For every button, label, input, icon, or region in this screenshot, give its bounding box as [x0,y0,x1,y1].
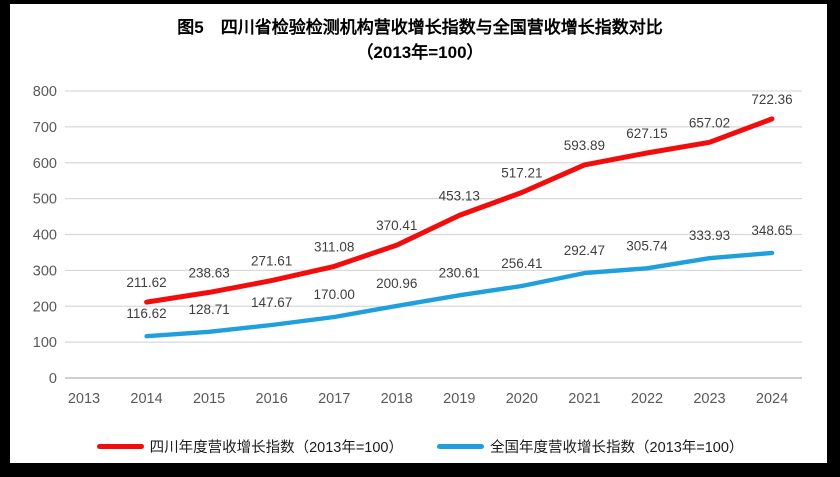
legend-line-swatch [96,444,144,449]
legend-label: 四川年度营收增长指数（2013年=100） [149,440,403,456]
y-tick-label: 700 [33,120,57,136]
x-tick-label: 2022 [631,391,663,407]
legend-line-swatch [437,444,484,449]
x-tick-label: 2016 [256,391,288,407]
data-label: 230.61 [439,265,480,280]
y-tick-label: 100 [33,335,57,351]
data-label: 333.93 [689,228,730,243]
legend-item-national: 全国年度营收增长指数（2013年=100） [437,436,743,457]
data-label: 116.62 [126,306,166,321]
x-tick-label: 2024 [756,391,788,407]
data-label: 722.36 [751,92,792,107]
legend-item-sichuan: 四川年度营收增长指数（2013年=100） [96,436,403,457]
x-tick-label: 2013 [68,391,100,407]
data-label: 593.89 [564,138,605,153]
chart-legend: 四川年度营收增长指数（2013年=100） 全国年度营收增长指数（2013年=10… [0,436,840,457]
chart-title-block: 图5 四川省检验检测机构营收增长指数与全国营收增长指数对比 （2013年=100… [0,15,840,65]
x-tick-label: 2014 [130,391,162,407]
x-tick-label: 2019 [443,391,475,407]
data-label: 517.21 [501,165,542,180]
x-tick-label: 2020 [506,391,538,407]
data-label: 238.63 [188,265,229,280]
y-tick-label: 600 [33,156,57,172]
data-label: 657.02 [689,115,730,130]
data-label: 627.15 [626,126,667,141]
y-tick-label: 0 [49,371,57,387]
data-label: 305.74 [626,238,668,253]
data-label: 200.96 [376,276,417,291]
data-label: 370.41 [376,218,417,233]
series-line-sichuan [144,116,775,305]
data-label: 348.65 [751,223,792,238]
data-label: 256.41 [501,256,542,271]
series-line-national [144,250,775,339]
y-tick-label: 400 [33,228,57,244]
x-tick-label: 2015 [193,391,225,407]
x-tick-label: 2018 [381,391,413,407]
y-tick-label: 200 [33,299,57,315]
data-label: 128.71 [188,302,229,317]
data-label: 453.13 [439,188,480,203]
y-tick-label: 300 [33,263,57,279]
data-label: 170.00 [314,287,355,302]
data-label: 211.62 [126,275,166,290]
data-label: 311.08 [314,239,354,254]
chart-title: 图5 四川省检验检测机构营收增长指数与全国营收增长指数对比 [177,18,663,37]
y-tick-label: 500 [33,192,57,208]
chart-subtitle: （2013年=100） [356,43,484,62]
data-label: 271.61 [251,254,292,269]
x-tick-label: 2017 [318,391,350,407]
y-tick-label: 800 [33,84,57,100]
x-tick-label: 2023 [693,391,725,407]
legend-label: 全国年度营收增长指数（2013年=100） [490,440,744,456]
x-tick-label: 2021 [568,391,600,407]
data-label: 292.47 [564,243,605,258]
data-label: 147.67 [251,295,292,310]
